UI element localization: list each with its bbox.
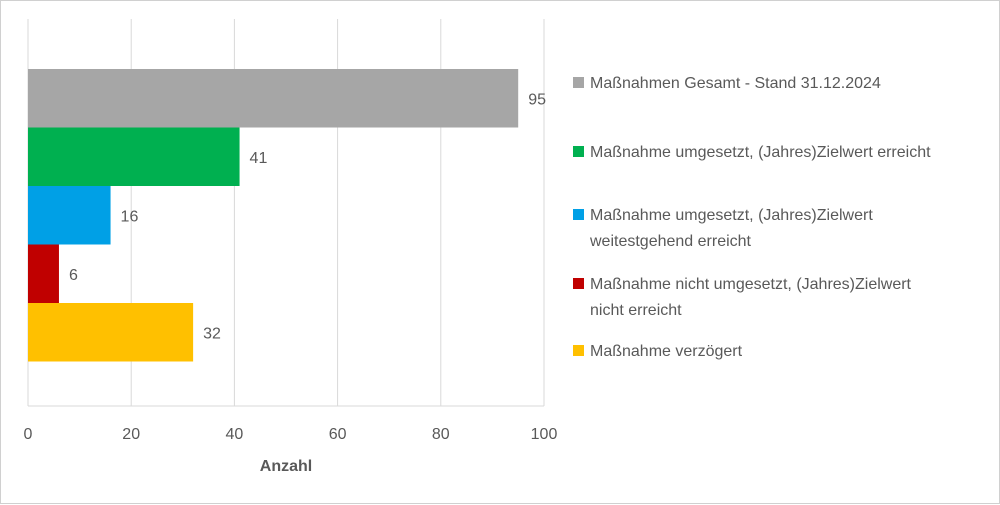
legend-label-5-line-1: Maßnahme verzögert bbox=[590, 343, 743, 360]
legend-item-1: Maßnahmen Gesamt - Stand 31.12.2024 bbox=[573, 75, 881, 92]
legend-swatch-3 bbox=[573, 209, 584, 220]
x-tick-100: 100 bbox=[531, 426, 558, 443]
bar-5 bbox=[28, 303, 194, 362]
legend-item-4: Maßnahme nicht umgesetzt, (Jahres)Zielwe… bbox=[573, 276, 912, 319]
bar-1 bbox=[28, 69, 519, 128]
bar-2 bbox=[28, 127, 240, 186]
legend-swatch-5 bbox=[573, 345, 584, 356]
legend-label-4-line-1: Maßnahme nicht umgesetzt, (Jahres)Zielwe… bbox=[590, 276, 912, 293]
x-tick-60: 60 bbox=[329, 426, 347, 443]
legend-label-1-line-1: Maßnahmen Gesamt - Stand 31.12.2024 bbox=[590, 75, 881, 92]
data-labels: 95 41 16 6 32 bbox=[69, 91, 546, 342]
legend-label-3-line-1: Maßnahme umgesetzt, (Jahres)Zielwert bbox=[590, 207, 873, 224]
data-label-2: 41 bbox=[250, 150, 268, 167]
x-tick-labels: 0 20 40 60 80 100 bbox=[24, 426, 558, 443]
bar-3 bbox=[28, 186, 111, 245]
x-tick-40: 40 bbox=[226, 426, 244, 443]
data-label-4: 6 bbox=[69, 267, 78, 284]
legend-swatch-2 bbox=[573, 146, 584, 157]
legend-item-3: Maßnahme umgesetzt, (Jahres)Zielwert weit… bbox=[573, 207, 873, 250]
x-tick-20: 20 bbox=[122, 426, 140, 443]
legend-label-2-line-1: Maßnahme umgesetzt, (Jahres)Zielwert err… bbox=[590, 144, 931, 161]
legend: Maßnahmen Gesamt - Stand 31.12.2024 Maßna… bbox=[573, 75, 931, 360]
bar-4 bbox=[28, 244, 59, 303]
legend-item-2: Maßnahme umgesetzt, (Jahres)Zielwert err… bbox=[573, 144, 931, 161]
data-label-3: 16 bbox=[121, 208, 139, 225]
bars bbox=[28, 69, 519, 362]
legend-swatch-1 bbox=[573, 77, 584, 88]
x-tick-0: 0 bbox=[24, 426, 33, 443]
legend-item-5: Maßnahme verzögert bbox=[573, 343, 743, 360]
data-label-1: 95 bbox=[528, 91, 546, 108]
legend-label-3-line-2: weitestgehend erreicht bbox=[589, 233, 752, 250]
legend-label-4-line-2: nicht erreicht bbox=[590, 302, 682, 319]
legend-swatch-4 bbox=[573, 278, 584, 289]
x-tick-80: 80 bbox=[432, 426, 450, 443]
x-axis-title: Anzahl bbox=[260, 458, 312, 475]
data-label-5: 32 bbox=[203, 325, 221, 342]
